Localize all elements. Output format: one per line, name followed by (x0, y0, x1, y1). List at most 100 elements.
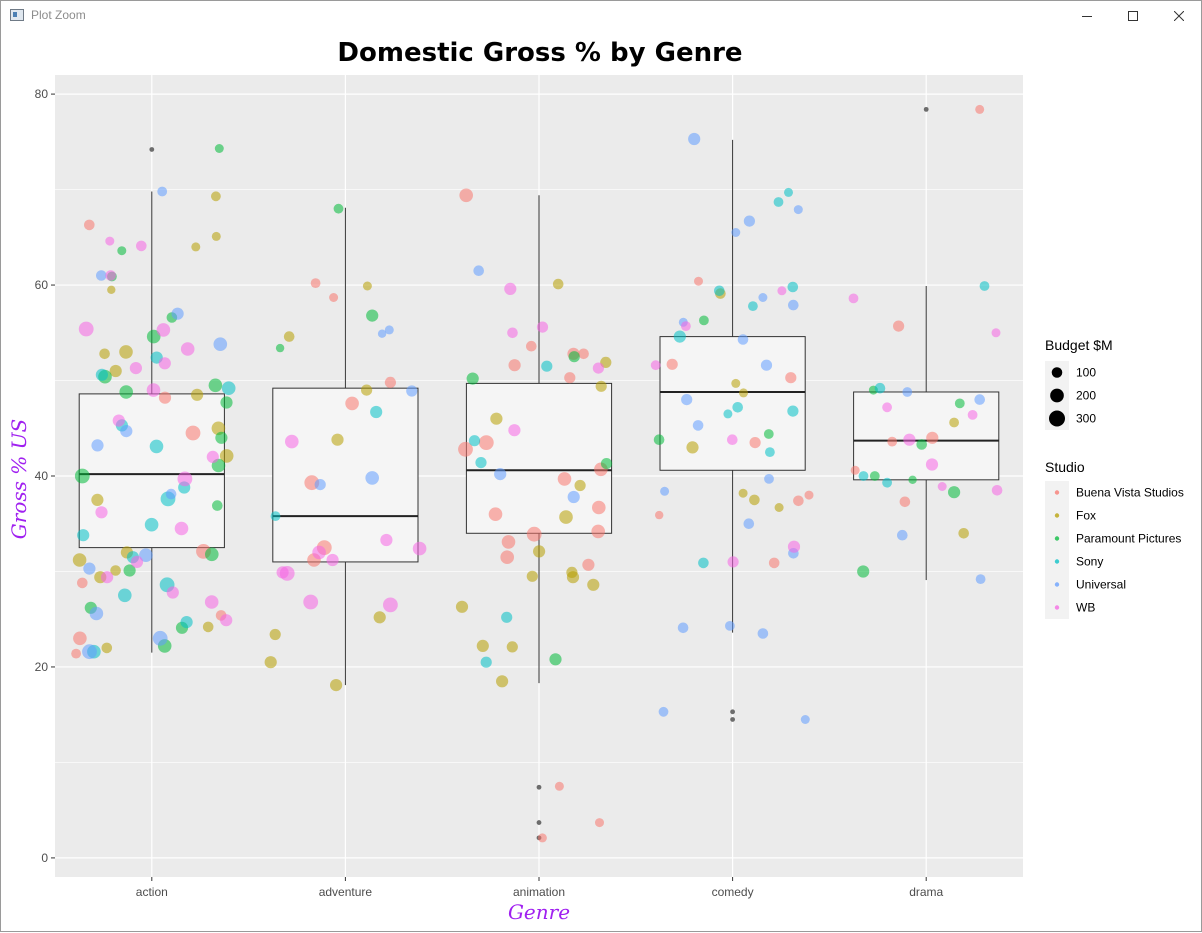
jitter-points (71, 104, 1003, 843)
data-point-comedy (743, 215, 756, 227)
data-point-animation (500, 550, 514, 564)
data-point-adventure (365, 471, 380, 485)
data-point-comedy (787, 281, 799, 293)
data-point-action (180, 342, 195, 356)
data-point-adventure (270, 511, 281, 521)
data-point-adventure (333, 203, 344, 214)
data-point-adventure (377, 329, 387, 338)
plot-zoom-app-icon (10, 9, 24, 21)
box-iqr (853, 391, 1000, 481)
data-point-animation (536, 321, 549, 333)
boxplot-adventure (272, 207, 419, 686)
data-point-animation (476, 639, 489, 653)
data-point-comedy (723, 409, 733, 419)
data-point-animation (526, 526, 542, 542)
window-title: Plot Zoom (31, 8, 86, 22)
title-bar[interactable]: Plot Zoom (1, 1, 1201, 31)
data-point-animation (537, 833, 547, 843)
data-point-drama (926, 431, 939, 444)
close-button[interactable] (1156, 1, 1202, 31)
data-point-adventure (406, 385, 418, 397)
data-point-animation (554, 781, 564, 791)
data-point-action (119, 385, 133, 399)
data-point-drama (925, 458, 939, 471)
data-point-action (78, 321, 94, 337)
data-point-action (185, 425, 201, 441)
data-point-adventure (285, 434, 299, 449)
x-tick-label: drama (909, 885, 943, 899)
data-point-animation (559, 510, 573, 524)
plot-area: Domestic Gross % by Genre 0 20 40 60 80 actio… (1, 31, 1201, 929)
data-point-comedy (725, 621, 735, 631)
data-point-action (77, 577, 88, 589)
legend-color-key (1054, 559, 1060, 564)
data-point-comedy (743, 518, 755, 529)
data-point-comedy (737, 334, 749, 345)
data-point-animation (533, 545, 546, 558)
chart-svg: Domestic Gross % by Genre 0 20 40 60 80 actio… (7, 38, 1184, 924)
data-point-comedy (699, 315, 709, 326)
outlier-point (730, 717, 735, 722)
data-point-action (74, 468, 90, 484)
data-point-animation (506, 641, 518, 653)
data-point-comedy (714, 285, 725, 297)
maximize-button[interactable] (1110, 1, 1156, 31)
data-point-comedy (739, 388, 748, 398)
data-point-drama (937, 482, 947, 491)
legend-color-key (1054, 582, 1060, 587)
minimize-button[interactable] (1064, 1, 1110, 31)
data-point-action (166, 586, 179, 599)
data-point-comedy (763, 429, 774, 439)
data-point-comedy (768, 557, 780, 569)
data-point-adventure (370, 405, 383, 419)
data-point-action (211, 191, 221, 202)
data-point-drama (975, 574, 986, 584)
data-point-adventure (269, 628, 281, 641)
data-point-adventure (362, 281, 372, 291)
data-point-drama (949, 417, 959, 428)
data-point-animation (488, 507, 503, 521)
data-point-animation (494, 468, 507, 481)
data-point-drama (954, 398, 965, 409)
data-point-action (220, 614, 233, 627)
box-iqr (659, 336, 806, 471)
legend-size-label: 200 (1076, 389, 1096, 403)
data-point-comedy (694, 276, 703, 286)
data-point-animation (592, 500, 606, 515)
box-iqr (465, 382, 613, 534)
data-point-action (119, 345, 133, 359)
legend-studio-label: Fox (1076, 509, 1096, 523)
data-point-comedy (732, 402, 743, 413)
data-point-action (177, 471, 193, 487)
outlier-point (149, 147, 155, 152)
data-point-comedy (749, 437, 761, 449)
x-tick-label: action (136, 885, 168, 899)
legend-size-label: 100 (1076, 366, 1096, 380)
data-point-animation (549, 653, 562, 666)
data-point-animation (478, 435, 494, 450)
data-point-animation (591, 524, 605, 539)
data-point-comedy (673, 330, 686, 343)
data-point-adventure (366, 309, 379, 322)
data-point-adventure (329, 293, 339, 302)
data-point-drama (975, 104, 985, 114)
data-point-action (221, 381, 236, 396)
data-point-action (180, 616, 193, 629)
data-point-adventure (383, 597, 398, 613)
y-tick-label: 40 (35, 469, 49, 483)
outlier-point (730, 709, 735, 715)
minimize-icon (1082, 16, 1092, 17)
data-point-comedy (666, 358, 678, 370)
data-point-action (118, 588, 132, 603)
outlier-point (923, 106, 929, 112)
data-point-action (123, 564, 136, 577)
legend-size-key (1051, 367, 1063, 378)
data-point-action (191, 242, 201, 252)
data-point-animation (566, 571, 580, 584)
data-point-action (213, 337, 228, 352)
data-point-animation (475, 457, 487, 469)
data-point-adventure (331, 433, 344, 446)
data-point-action (71, 648, 81, 659)
data-point-adventure (310, 278, 321, 288)
data-point-action (96, 270, 107, 281)
